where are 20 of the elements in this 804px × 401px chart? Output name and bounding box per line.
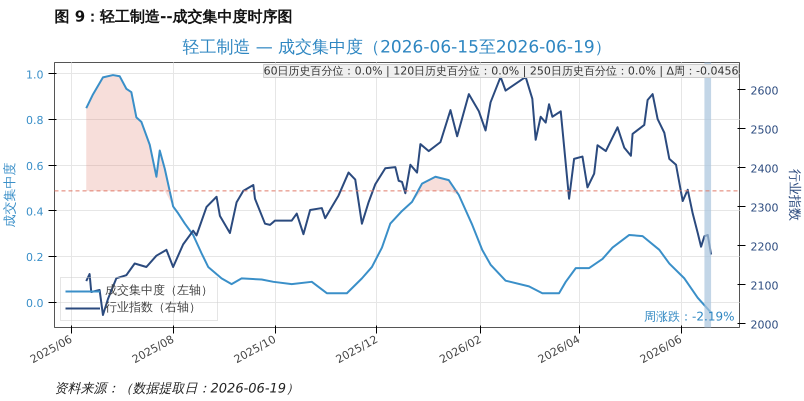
- y2-tick-label: 2300: [750, 201, 778, 214]
- y-tick-label: 0.4: [26, 205, 44, 218]
- annotation: 60日历史百分位：0.0% | 120日历史百分位：0.0% | 250日历史百分位：0.0% | Δ周：-0.0456: [264, 64, 739, 78]
- chart-subtitle: 图 9：轻工制造--成交集中度时序图: [54, 8, 293, 26]
- y-axis-title: 成交集中度: [2, 162, 18, 228]
- annotation: 周涨跌：-2.19%: [644, 310, 734, 324]
- y-tick-label: 0.2: [26, 251, 44, 264]
- y2-tick-label: 2400: [750, 162, 778, 176]
- y2-tick-label: 2000: [750, 318, 778, 332]
- y2-tick-label: 2600: [750, 84, 778, 98]
- y2-tick-label: 2500: [750, 123, 778, 136]
- y2-tick-label: 2200: [750, 240, 778, 254]
- y-tick-label: 0.0: [26, 296, 44, 310]
- y2-axis-title: 行业指数: [786, 169, 802, 221]
- text: 资料来源：（数据提取日：2026-06-19）: [54, 382, 300, 396]
- y-tick-label: 0.8: [26, 114, 44, 128]
- y-tick-label: 0.6: [26, 160, 44, 173]
- y-tick-label: 1.0: [26, 68, 44, 82]
- y2-tick-label: 2100: [750, 279, 778, 292]
- chart-title: 轻工制造 — 成交集中度（2026-06-15至2026-06-19）: [182, 38, 612, 58]
